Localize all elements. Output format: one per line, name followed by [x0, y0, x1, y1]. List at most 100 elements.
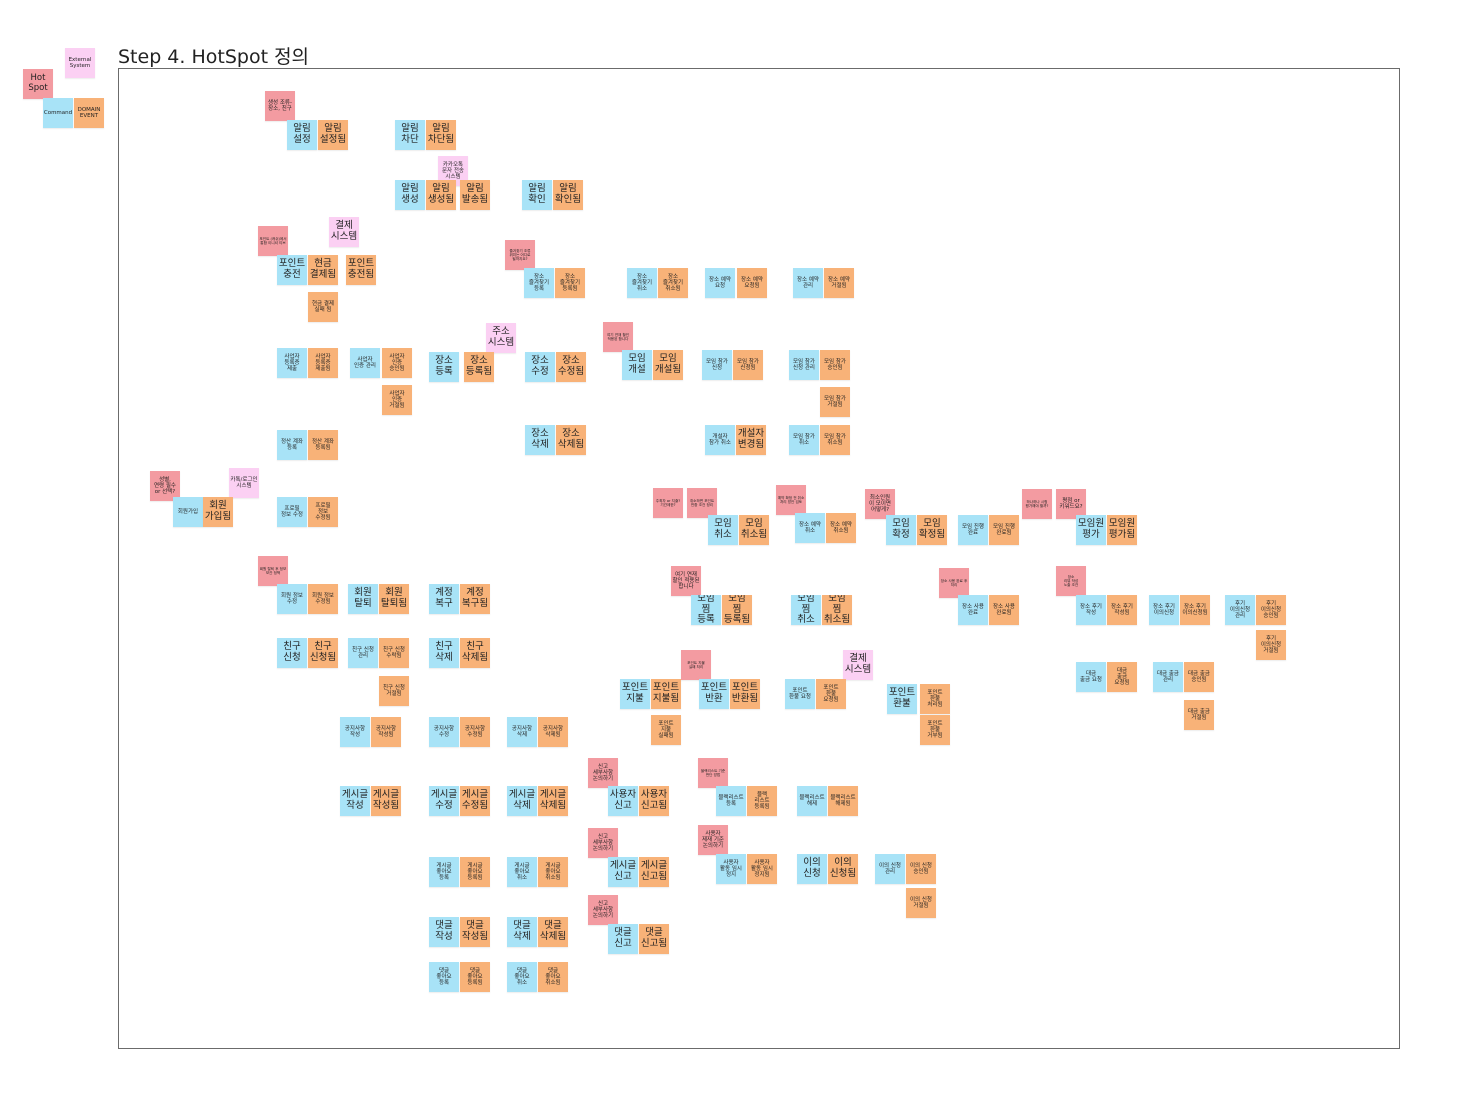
sticky-command[interactable]: 댓글 신고	[608, 924, 638, 954]
sticky-command[interactable]: 프로필 정보 수정	[277, 497, 307, 527]
sticky-domain-event[interactable]: 알림 발송됨	[460, 180, 490, 210]
sticky-domain-event[interactable]: 이의 신청 거절됨	[906, 888, 936, 918]
sticky-hot-spot[interactable]: 생성 조류-장소, 친구	[265, 91, 295, 121]
sticky-command[interactable]: 정산 계좌 등록	[277, 430, 307, 460]
sticky-domain-event[interactable]: 사업자 인증 거절됨	[382, 385, 412, 415]
sticky-domain-event[interactable]: 게시글 좋아요 취소됨	[538, 857, 568, 887]
sticky-domain-event[interactable]: 모임 취소됨	[739, 515, 769, 545]
sticky-command[interactable]: 공지사항 수정	[429, 717, 459, 747]
sticky-command[interactable]: 게시글 좋아요 취소	[507, 857, 537, 887]
sticky-command[interactable]: 친구 삭제	[429, 638, 459, 668]
sticky-domain-event[interactable]: 현금 결제 실패 됨	[308, 292, 338, 322]
sticky-command[interactable]: 이의 신청	[797, 854, 827, 884]
sticky-domain-event[interactable]: 게시글 삭제됨	[538, 786, 568, 816]
sticky-command[interactable]: 모임 찜 등록	[691, 595, 721, 625]
sticky-domain-event[interactable]: 대금 출금 거절됨	[1184, 700, 1214, 730]
sticky-command[interactable]: 포인트 지불	[620, 679, 650, 709]
sticky-command[interactable]: 사업자 인증 관리	[350, 348, 380, 378]
sticky-command[interactable]: 블랙리스트 해제	[797, 786, 827, 816]
sticky-command[interactable]: 알림 차단	[395, 120, 425, 150]
sticky-command[interactable]: 모임 취소	[708, 515, 738, 545]
sticky-hot-spot[interactable]: 회원 탈퇴 후 정보 보관 정책	[258, 556, 288, 586]
sticky-domain-event[interactable]: 포인트 환불 처리됨	[920, 684, 950, 714]
sticky-hot-spot[interactable]: 즐겨찾기 조류 위치는 어디로 될까지요?	[505, 240, 535, 270]
sticky-command[interactable]: 포인트 충전	[277, 255, 307, 285]
sticky-domain-event[interactable]: 게시글 신고됨	[639, 857, 669, 887]
sticky-hot-spot[interactable]: 하나하나 시험 평가해야 할까?	[1022, 489, 1052, 519]
sticky-domain-event[interactable]: 포인트 환불 요청됨	[816, 679, 846, 709]
sticky-domain-event[interactable]: 댓글 신고됨	[639, 924, 669, 954]
sticky-domain-event[interactable]: 모임 진행 완료됨	[989, 515, 1019, 545]
sticky-domain-event[interactable]: 모임 참가 거절됨	[820, 387, 850, 417]
sticky-command[interactable]: 포인트 환불	[887, 684, 917, 714]
sticky-hot-spot[interactable]: 장소 리뷰 작성 노출 조건	[1056, 566, 1086, 596]
sticky-hot-spot[interactable]: 평점 or 키워드요?	[1056, 489, 1086, 519]
sticky-command[interactable]: 장소 수정	[525, 352, 555, 382]
sticky-command[interactable]: 대금 출금 요청	[1076, 662, 1106, 692]
sticky-command[interactable]: 게시글 좋아요 등록	[429, 857, 459, 887]
sticky-domain-event[interactable]: 포인트 반환됨	[730, 679, 760, 709]
sticky-external-system[interactable]: 결제 시스템	[329, 217, 359, 247]
sticky-hot-spot[interactable]: 사용자 제재 기준 논의하기	[698, 825, 728, 855]
sticky-domain-event[interactable]: 알림 설정됨	[318, 120, 348, 150]
sticky-command[interactable]: 댓글 좋아요 등록	[429, 962, 459, 992]
sticky-domain-event[interactable]: 알림 확인됨	[553, 180, 583, 210]
sticky-domain-event[interactable]: 포인트 환불 거부됨	[920, 715, 950, 745]
sticky-external-system[interactable]: 주소 시스템	[486, 323, 516, 353]
sticky-domain-event[interactable]: 모임 개설됨	[653, 350, 683, 380]
sticky-domain-event[interactable]: 친구 신청 수락됨	[379, 638, 409, 668]
sticky-domain-event[interactable]: 장소 즐겨찾기 취소됨	[658, 268, 688, 298]
sticky-domain-event[interactable]: 공지사항 작성됨	[371, 717, 401, 747]
sticky-domain-event[interactable]: 장소 예약 요청됨	[737, 268, 767, 298]
hotspot-frame[interactable]	[118, 68, 1400, 1049]
sticky-command[interactable]: 모임 참가 신청	[702, 350, 732, 380]
sticky-domain-event[interactable]: 장소 즐겨찾기 등록됨	[555, 268, 585, 298]
sticky-domain-event[interactable]: 장소 수정됨	[556, 352, 586, 382]
sticky-command[interactable]: 사용자 신고	[608, 786, 638, 816]
sticky-command[interactable]: 회원가입	[173, 497, 203, 527]
sticky-hot-spot[interactable]: 여기 연재 할인 적용된 합니다	[671, 566, 701, 596]
sticky-command[interactable]: 댓글 삭제	[507, 917, 537, 947]
sticky-hot-spot[interactable]: 신고 세부사항 논의하기	[588, 758, 618, 788]
sticky-hot-spot[interactable]: 주최자 or 지출? 기간제한?	[653, 488, 683, 518]
sticky-domain-event[interactable]: 사업자 인증 승인됨	[382, 348, 412, 378]
sticky-command[interactable]: 게시글 작성	[340, 786, 370, 816]
sticky-domain-event[interactable]: 게시글 작성됨	[371, 786, 401, 816]
sticky-domain-event[interactable]: 프로필 정보 수정됨	[308, 497, 338, 527]
sticky-command[interactable]: 장소 후기 이의신청	[1149, 595, 1179, 625]
sticky-domain-event[interactable]: 블랙리스트 해제됨	[828, 786, 858, 816]
sticky-domain-event[interactable]: 게시글 수정됨	[460, 786, 490, 816]
sticky-command[interactable]: 게시글 수정	[429, 786, 459, 816]
sticky-domain-event[interactable]: 댓글 좋아요 등록됨	[460, 962, 490, 992]
sticky-command[interactable]: 장소 즐겨찾기 취소	[627, 268, 657, 298]
sticky-hot-spot[interactable]: 신고 세부사항 논의하기	[588, 895, 618, 925]
sticky-domain-event[interactable]: 모임 참가 신청됨	[733, 350, 763, 380]
sticky-hot-spot[interactable]: 취소하면 포인트 반환 조건 정리	[687, 488, 717, 518]
sticky-domain-event[interactable]: 장소 예약 거절됨	[824, 268, 854, 298]
sticky-command[interactable]: 공지사항 삭제	[507, 717, 537, 747]
sticky-command[interactable]: 장소 예약 관리	[793, 268, 823, 298]
sticky-domain-event[interactable]: 모임 찜 등록됨	[722, 595, 752, 625]
sticky-domain-event[interactable]: 포인트 지불됨	[651, 679, 681, 709]
sticky-command[interactable]: 모임 참가 취소	[789, 425, 819, 455]
sticky-command[interactable]: 장소 예약 취소	[795, 513, 825, 543]
sticky-command[interactable]: 후기 이의신청 관리	[1225, 595, 1255, 625]
sticky-domain-event[interactable]: 모임 확정됨	[917, 515, 947, 545]
sticky-command[interactable]: 댓글 좋아요 취소	[507, 962, 537, 992]
sticky-command[interactable]: 포인트 반환	[699, 679, 729, 709]
sticky-command[interactable]: 회원 정보 수정	[277, 584, 307, 614]
sticky-command[interactable]: 이의 신청 관리	[875, 854, 905, 884]
sticky-domain-event[interactable]: 포인트 지불 실패됨	[651, 715, 681, 745]
sticky-command[interactable]: 장소 등록	[429, 352, 459, 382]
sticky-hot-spot[interactable]: 최소인원 이 모이면 어떻게?	[865, 489, 895, 519]
sticky-command[interactable]: 모임 찜 취소	[791, 595, 821, 625]
sticky-domain-event[interactable]: 정산 계좌 등록됨	[308, 430, 338, 460]
sticky-domain-event[interactable]: 장소 예약 취소됨	[826, 513, 856, 543]
sticky-domain-event[interactable]: 장소 후기 작성됨	[1107, 595, 1137, 625]
sticky-command[interactable]: 댓글 작성	[429, 917, 459, 947]
sticky-command[interactable]: 모임 개설	[622, 350, 652, 380]
sticky-external-system[interactable]: 카톡/로그인 시스템	[229, 468, 259, 498]
sticky-domain-event[interactable]: 대금 출금 승인됨	[1184, 662, 1214, 692]
sticky-domain-event[interactable]: 댓글 삭제됨	[538, 917, 568, 947]
sticky-command[interactable]: 대금 출금 관리	[1153, 662, 1183, 692]
